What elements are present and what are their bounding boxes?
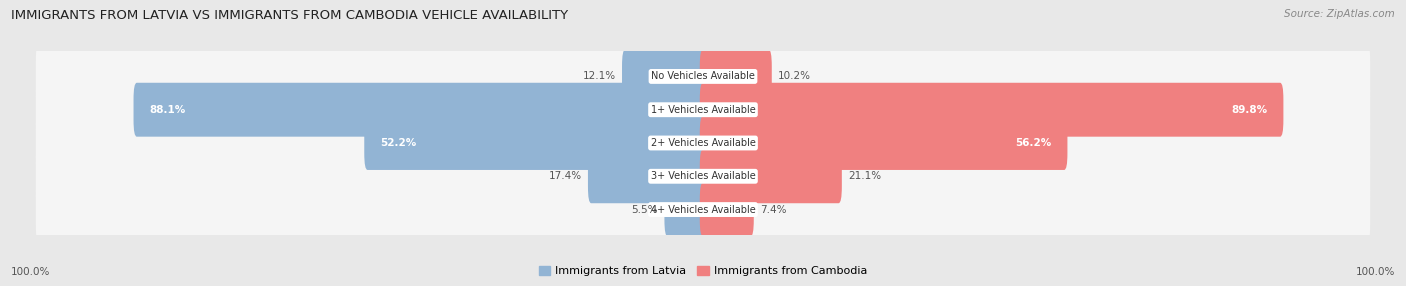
- Text: 10.2%: 10.2%: [778, 72, 811, 82]
- Text: 89.8%: 89.8%: [1232, 105, 1267, 115]
- FancyBboxPatch shape: [35, 135, 1371, 217]
- Text: 12.1%: 12.1%: [582, 72, 616, 82]
- Text: No Vehicles Available: No Vehicles Available: [651, 72, 755, 82]
- FancyBboxPatch shape: [35, 102, 1371, 184]
- FancyBboxPatch shape: [700, 49, 772, 104]
- FancyBboxPatch shape: [364, 116, 706, 170]
- Text: 21.1%: 21.1%: [848, 171, 882, 181]
- FancyBboxPatch shape: [35, 69, 1371, 151]
- Text: 1+ Vehicles Available: 1+ Vehicles Available: [651, 105, 755, 115]
- FancyBboxPatch shape: [700, 182, 754, 237]
- FancyBboxPatch shape: [35, 169, 1371, 251]
- Text: 88.1%: 88.1%: [149, 105, 186, 115]
- Text: 56.2%: 56.2%: [1015, 138, 1052, 148]
- Text: Source: ZipAtlas.com: Source: ZipAtlas.com: [1284, 9, 1395, 19]
- Legend: Immigrants from Latvia, Immigrants from Cambodia: Immigrants from Latvia, Immigrants from …: [534, 261, 872, 281]
- Text: 7.4%: 7.4%: [761, 204, 787, 214]
- Text: 52.2%: 52.2%: [381, 138, 416, 148]
- Text: 100.0%: 100.0%: [1355, 267, 1395, 277]
- FancyBboxPatch shape: [700, 83, 1284, 137]
- Text: 5.5%: 5.5%: [631, 204, 658, 214]
- FancyBboxPatch shape: [134, 83, 706, 137]
- FancyBboxPatch shape: [621, 49, 706, 104]
- FancyBboxPatch shape: [588, 149, 706, 203]
- Text: 2+ Vehicles Available: 2+ Vehicles Available: [651, 138, 755, 148]
- FancyBboxPatch shape: [700, 116, 1067, 170]
- Text: 100.0%: 100.0%: [11, 267, 51, 277]
- Text: 4+ Vehicles Available: 4+ Vehicles Available: [651, 204, 755, 214]
- FancyBboxPatch shape: [35, 35, 1371, 117]
- FancyBboxPatch shape: [700, 149, 842, 203]
- Text: 17.4%: 17.4%: [548, 171, 582, 181]
- FancyBboxPatch shape: [665, 182, 706, 237]
- Text: 3+ Vehicles Available: 3+ Vehicles Available: [651, 171, 755, 181]
- Text: IMMIGRANTS FROM LATVIA VS IMMIGRANTS FROM CAMBODIA VEHICLE AVAILABILITY: IMMIGRANTS FROM LATVIA VS IMMIGRANTS FRO…: [11, 9, 568, 21]
